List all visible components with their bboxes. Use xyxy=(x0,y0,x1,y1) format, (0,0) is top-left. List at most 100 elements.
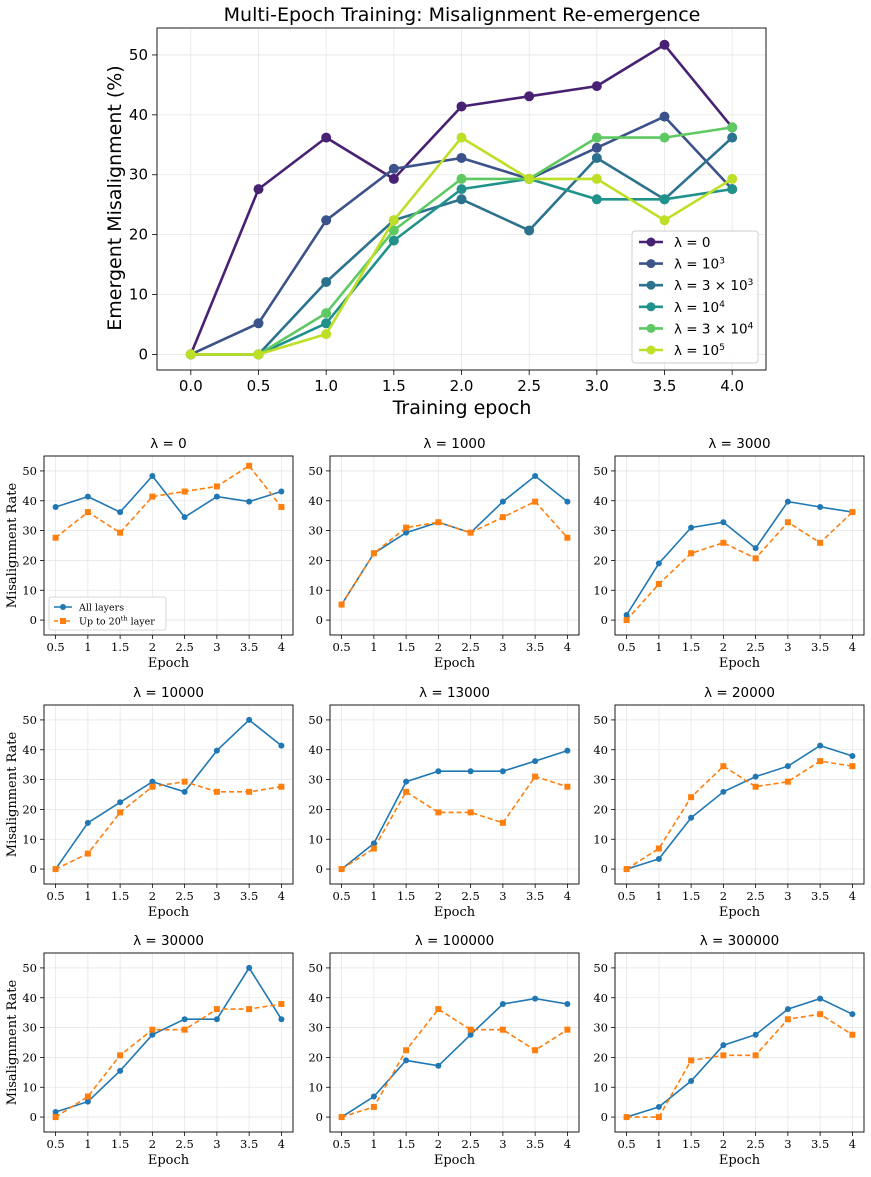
x-tick-label: 2 xyxy=(149,640,156,654)
y-tick-label: 20 xyxy=(129,226,148,244)
data-point xyxy=(524,225,535,236)
x-tick-label: 4 xyxy=(849,640,856,654)
x-tick-label: 2 xyxy=(435,889,442,903)
all-layers-line xyxy=(626,997,853,1118)
x-tick-label: 4 xyxy=(849,889,856,903)
x-tick-label: 2 xyxy=(720,889,727,903)
legend: λ = 0 λ = 103 λ = 3 × 103 λ = 104 λ = 3 × 10… xyxy=(631,230,759,364)
up-to-20th-line xyxy=(55,1003,282,1118)
all-layers-point xyxy=(752,773,759,780)
y-tick-label: 40 xyxy=(308,991,323,1005)
y-tick-label: 50 xyxy=(308,464,323,478)
all-layers-point xyxy=(499,498,506,505)
x-tick-label: 1 xyxy=(84,889,91,903)
up-to-20th-point xyxy=(370,1103,377,1110)
x-tick-label: 3 xyxy=(499,1137,506,1151)
y-tick-label: 40 xyxy=(593,494,608,508)
up-to-20th-point xyxy=(84,509,91,516)
data-point xyxy=(591,142,602,153)
x-tick-label: 2 xyxy=(435,640,442,654)
x-tick-label: 1.5 xyxy=(111,1137,129,1151)
up-to-20th-point xyxy=(499,819,506,826)
all-layers-point xyxy=(655,560,662,567)
x-tick-label: 2.5 xyxy=(175,640,193,654)
up-to-20th-point xyxy=(720,1052,727,1059)
data-point xyxy=(659,111,670,122)
y-tick-label: 50 xyxy=(308,961,323,975)
x-tick-label: 3.5 xyxy=(526,1137,544,1151)
legend-label: All layers xyxy=(78,603,124,614)
y-tick-label: 40 xyxy=(129,106,148,124)
x-tick-label: 4 xyxy=(278,889,285,903)
x-tick-label: 2.5 xyxy=(175,1137,193,1151)
all-layers-point xyxy=(403,778,410,785)
y-tick-label: 30 xyxy=(129,166,148,184)
up-to-20th-point xyxy=(181,778,188,785)
all-layers-point xyxy=(149,472,156,479)
up-to-20th-point xyxy=(720,539,727,546)
up-to-20th-point xyxy=(467,1026,474,1033)
data-point xyxy=(456,101,467,112)
plot-frame xyxy=(156,27,767,371)
all-layers-point xyxy=(117,1067,124,1074)
y-tick-label: 20 xyxy=(22,553,37,567)
up-to-20th-point xyxy=(499,514,506,521)
x-axis-label: Epoch xyxy=(719,656,761,671)
plot-frame xyxy=(43,455,294,636)
up-to-20th-point xyxy=(564,534,571,541)
y-tick-label: 0 xyxy=(601,613,608,627)
all-layers-point xyxy=(817,742,824,749)
all-layers-point xyxy=(499,768,506,775)
y-tick-label: 40 xyxy=(593,991,608,1005)
up-to-20th-point xyxy=(532,773,539,780)
x-tick-label: 1.5 xyxy=(682,1137,700,1151)
up-to-20th-point xyxy=(52,1114,59,1121)
data-point xyxy=(727,132,738,143)
legend-marker xyxy=(646,259,656,269)
y-tick-label: 50 xyxy=(22,464,37,478)
all-layers-point xyxy=(84,819,91,826)
data-point xyxy=(659,39,670,50)
x-tick-label: 1.5 xyxy=(111,889,129,903)
y-tick-label: 10 xyxy=(593,583,608,597)
all-layers-point xyxy=(117,799,124,806)
y-tick-label: 0 xyxy=(30,613,37,627)
all-layers-point xyxy=(752,545,759,552)
up-to-20th-point xyxy=(149,1026,156,1033)
up-to-20th-point xyxy=(149,493,156,500)
y-tick-label: 30 xyxy=(308,773,323,787)
data-point xyxy=(727,173,738,184)
up-to-20th-point xyxy=(564,783,571,790)
y-tick-label: 50 xyxy=(593,961,608,975)
subplot-title: λ = 13000 xyxy=(419,685,490,701)
x-tick-label: 1.5 xyxy=(111,640,129,654)
y-tick-label: 30 xyxy=(308,1021,323,1035)
up-to-20th-point xyxy=(52,866,59,873)
all-layers-point xyxy=(784,498,791,505)
x-axis-label: Epoch xyxy=(434,656,476,671)
legend-marker xyxy=(646,237,656,247)
data-point xyxy=(456,132,467,143)
y-tick-label: 20 xyxy=(593,1050,608,1064)
x-tick-label: 1.5 xyxy=(397,640,415,654)
data-point xyxy=(388,225,399,236)
up-to-20th-point xyxy=(655,580,662,587)
all-layers-point xyxy=(849,753,856,760)
all-layers-point xyxy=(688,1077,695,1084)
y-tick-label: 10 xyxy=(593,832,608,846)
x-tick-label: 0.0 xyxy=(179,377,203,395)
y-tick-label: 10 xyxy=(308,832,323,846)
all-layers-line xyxy=(340,474,568,606)
y-tick-label: 10 xyxy=(22,583,37,597)
all-layers-point xyxy=(84,493,91,500)
x-tick-label: 1 xyxy=(655,1137,662,1151)
legend-marker xyxy=(60,604,66,610)
all-layers-point xyxy=(213,493,220,500)
x-tick-label: 3 xyxy=(784,640,791,654)
y-tick-label: 0 xyxy=(316,862,323,876)
y-tick-label: 10 xyxy=(129,286,148,304)
y-axis-label: Misalignment Rate xyxy=(5,979,20,1105)
